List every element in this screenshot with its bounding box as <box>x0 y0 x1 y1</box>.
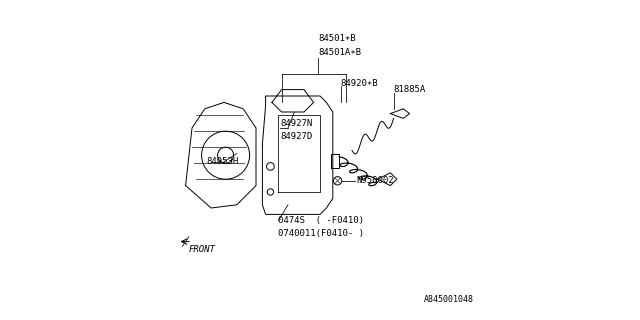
Text: 84927D: 84927D <box>280 132 312 140</box>
Text: 84927N: 84927N <box>280 119 312 128</box>
Text: FRONT: FRONT <box>189 245 216 254</box>
Text: 84501∗B: 84501∗B <box>319 34 356 43</box>
Text: 0740011(F0410- ): 0740011(F0410- ) <box>278 229 364 238</box>
Text: N950002: N950002 <box>357 176 394 185</box>
Text: 84920∗B: 84920∗B <box>340 79 378 88</box>
Text: 0474S  ( -F0410): 0474S ( -F0410) <box>278 216 364 225</box>
Text: 81885A: 81885A <box>394 85 426 94</box>
Text: A845001048: A845001048 <box>424 295 474 304</box>
Text: 84953H: 84953H <box>206 157 239 166</box>
Text: 84501A∗B: 84501A∗B <box>319 48 362 57</box>
